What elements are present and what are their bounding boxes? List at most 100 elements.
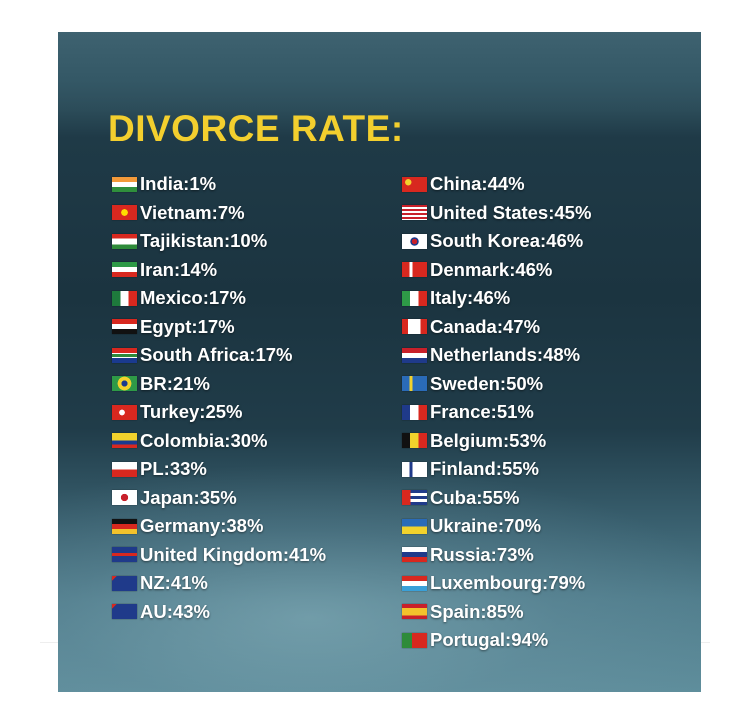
country-row: China44% <box>402 170 591 199</box>
divorce-rate-value: 48% <box>543 344 581 366</box>
country-name: Luxembourg <box>430 572 548 594</box>
mexico-flag-icon <box>112 290 137 306</box>
country-row: Japan35% <box>112 484 326 513</box>
country-row: Tajikistan10% <box>112 227 326 256</box>
country-row: Cuba55% <box>402 484 591 513</box>
country-row: United Kingdom41% <box>112 541 326 570</box>
country-row: AU43% <box>112 598 326 627</box>
country-row: Italy46% <box>402 284 591 313</box>
divorce-rate-poster: DIVORCE RATE: India1%Vietnam7%Tajikistan… <box>58 32 701 692</box>
divorce-rate-value: 46% <box>473 287 511 309</box>
denmark-flag-icon <box>402 262 427 278</box>
new-zealand-flag-icon <box>112 575 137 591</box>
country-name: BR <box>140 373 173 395</box>
divorce-rate-value: 35% <box>199 486 237 508</box>
country-name: Denmark <box>430 259 515 281</box>
united-kingdom-flag-icon <box>112 547 137 563</box>
divorce-rate-value: 17% <box>197 315 235 337</box>
divorce-rate-value: 73% <box>496 543 534 565</box>
country-name: Canada <box>430 316 503 338</box>
divorce-rate-value: 30% <box>230 429 268 451</box>
russia-flag-icon <box>402 547 427 563</box>
country-row: Turkey25% <box>112 398 326 427</box>
country-row: India1% <box>112 170 326 199</box>
country-name: India <box>140 173 189 195</box>
divorce-rate-value: 85% <box>486 600 524 622</box>
india-flag-icon <box>112 176 137 192</box>
country-row: Spain85% <box>402 598 591 627</box>
divorce-rate-value: 50% <box>506 372 544 394</box>
country-row: NZ41% <box>112 569 326 598</box>
country-name: AU <box>140 601 173 623</box>
divorce-rate-value: 44% <box>487 173 525 195</box>
country-name: Spain <box>430 601 487 623</box>
divorce-rate-value: 14% <box>180 258 218 280</box>
country-row: Portugal94% <box>402 626 591 655</box>
divorce-rate-value: 53% <box>509 429 547 451</box>
china-flag-icon <box>402 176 427 192</box>
divorce-rate-value: 41% <box>170 572 208 594</box>
japan-flag-icon <box>112 490 137 506</box>
country-name: Cuba <box>430 487 482 509</box>
country-name: France <box>430 401 497 423</box>
belgium-flag-icon <box>402 433 427 449</box>
country-row: BR21% <box>112 370 326 399</box>
spain-flag-icon <box>402 604 427 620</box>
turkey-flag-icon <box>112 404 137 420</box>
france-flag-icon <box>402 404 427 420</box>
sky-background <box>58 32 701 112</box>
left-country-list: India1%Vietnam7%Tajikistan10%Iran14%Mexi… <box>112 170 326 626</box>
country-row: Finland55% <box>402 455 591 484</box>
country-name: Colombia <box>140 430 230 452</box>
divorce-rate-value: 38% <box>226 515 264 537</box>
vietnam-flag-icon <box>112 205 137 221</box>
italy-flag-icon <box>402 290 427 306</box>
canada-flag-icon <box>402 319 427 335</box>
country-row: South Korea46% <box>402 227 591 256</box>
country-name: Portugal <box>430 629 511 651</box>
poland-flag-icon <box>112 461 137 477</box>
portugal-flag-icon <box>402 632 427 648</box>
country-name: Ukraine <box>430 515 504 537</box>
country-row: Belgium53% <box>402 427 591 456</box>
country-name: South Africa <box>140 344 255 366</box>
divorce-rate-value: 1% <box>189 173 217 195</box>
country-row: Iran14% <box>112 256 326 285</box>
divorce-rate-value: 17% <box>208 287 246 309</box>
united-states-flag-icon <box>402 205 427 221</box>
country-row: Sweden50% <box>402 370 591 399</box>
divorce-rate-value: 55% <box>482 486 520 508</box>
divorce-rate-value: 51% <box>496 401 534 423</box>
country-row: United States45% <box>402 199 591 228</box>
egypt-flag-icon <box>112 319 137 335</box>
divorce-rate-value: 45% <box>554 201 592 223</box>
country-name: South Korea <box>430 230 546 252</box>
divorce-rate-value: 41% <box>289 543 327 565</box>
divorce-rate-value: 47% <box>503 315 541 337</box>
country-name: Italy <box>430 287 473 309</box>
germany-flag-icon <box>112 518 137 534</box>
netherlands-flag-icon <box>402 347 427 363</box>
country-row: Denmark46% <box>402 256 591 285</box>
country-row: Germany38% <box>112 512 326 541</box>
divorce-rate-value: 10% <box>230 230 268 252</box>
country-row: Russia73% <box>402 541 591 570</box>
south-korea-flag-icon <box>402 233 427 249</box>
country-name: Egypt <box>140 316 198 338</box>
country-row: Canada47% <box>402 313 591 342</box>
country-row: Vietnam7% <box>112 199 326 228</box>
country-name: PL <box>140 458 170 480</box>
country-name: Germany <box>140 515 226 537</box>
country-row: France51% <box>402 398 591 427</box>
cuba-flag-icon <box>402 490 427 506</box>
country-name: Japan <box>140 487 200 509</box>
country-name: Russia <box>430 544 497 566</box>
colombia-flag-icon <box>112 433 137 449</box>
australia-flag-icon <box>112 604 137 620</box>
country-name: Turkey <box>140 401 205 423</box>
divorce-rate-value: 33% <box>169 458 207 480</box>
country-name: Vietnam <box>140 202 218 224</box>
tajikistan-flag-icon <box>112 233 137 249</box>
country-name: Mexico <box>140 287 209 309</box>
divorce-rate-value: 21% <box>172 372 210 394</box>
